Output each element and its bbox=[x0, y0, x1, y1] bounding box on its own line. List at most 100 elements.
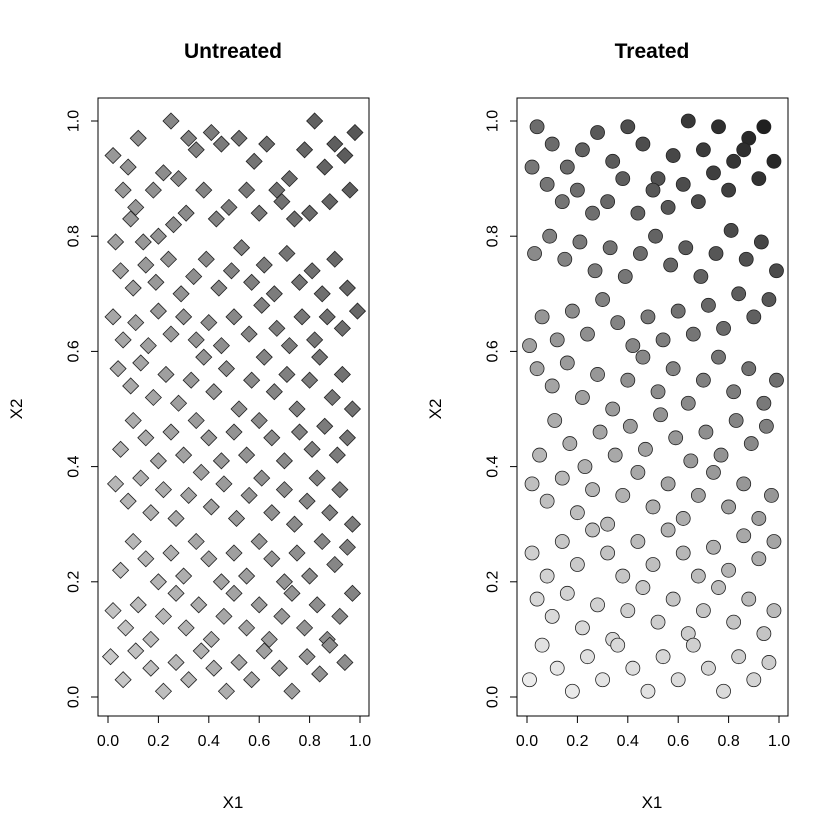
data-point-untreated-192 bbox=[192, 642, 210, 660]
data-point-untreated-129 bbox=[215, 475, 233, 493]
data-point-treated-24 bbox=[645, 182, 661, 198]
data-point-treated-147 bbox=[726, 614, 742, 630]
data-point-treated-130 bbox=[570, 557, 585, 572]
data-point-untreated-174 bbox=[273, 607, 291, 625]
data-point-untreated-125 bbox=[167, 509, 185, 528]
data-point-untreated-149 bbox=[238, 567, 256, 585]
data-point-untreated-80 bbox=[109, 360, 127, 378]
data-point-untreated-61 bbox=[333, 319, 351, 337]
data-point-untreated-26 bbox=[301, 204, 319, 222]
data-point-untreated-56 bbox=[303, 262, 321, 280]
data-point-treated-107 bbox=[630, 464, 646, 480]
data-point-untreated-154 bbox=[175, 567, 193, 585]
data-point-untreated-121 bbox=[119, 492, 137, 510]
data-point-treated-70 bbox=[575, 390, 590, 405]
data-point-untreated-102 bbox=[328, 446, 346, 464]
data-point-treated-145 bbox=[696, 603, 711, 618]
data-point-treated-31 bbox=[539, 176, 555, 192]
data-point-untreated-193 bbox=[180, 671, 198, 689]
data-point-untreated-190 bbox=[217, 682, 236, 700]
data-point-treated-6 bbox=[620, 119, 636, 135]
data-point-untreated-82 bbox=[132, 354, 150, 372]
data-point-untreated-142 bbox=[326, 555, 344, 574]
data-point-treated-106 bbox=[615, 487, 631, 503]
data-point-untreated-75 bbox=[149, 302, 167, 320]
data-point-untreated-124 bbox=[154, 481, 173, 499]
data-point-untreated-164 bbox=[154, 607, 173, 625]
data-point-untreated-66 bbox=[268, 319, 286, 337]
data-point-untreated-159 bbox=[112, 561, 130, 579]
data-point-treated-126 bbox=[630, 534, 646, 549]
data-point-treated-118 bbox=[751, 551, 767, 567]
data-point-untreated-49 bbox=[222, 262, 241, 280]
data-point-treated-85 bbox=[743, 436, 759, 451]
data-point-untreated-5 bbox=[114, 181, 132, 199]
data-point-untreated-195 bbox=[154, 682, 173, 700]
x-tick-label: 0.2 bbox=[566, 733, 588, 750]
data-point-untreated-7 bbox=[144, 181, 162, 199]
data-point-treated-25 bbox=[630, 205, 646, 221]
data-point-untreated-71 bbox=[200, 314, 218, 332]
panel-treated: Treated 0.0 0.2 0.4 0.6 0.8 1.0 0.00.20.40.60… bbox=[426, 40, 790, 812]
x-axis-untreated: 0.0 0.2 0.4 0.6 0.8 1.0 bbox=[97, 715, 371, 750]
data-point-treated-102 bbox=[554, 470, 570, 486]
data-point-treated-50 bbox=[761, 292, 777, 307]
data-point-treated-109 bbox=[660, 476, 676, 492]
data-point-treated-73 bbox=[620, 372, 636, 388]
data-point-untreated-183 bbox=[311, 665, 329, 683]
data-point-treated-141 bbox=[635, 580, 651, 595]
data-point-untreated-112 bbox=[200, 429, 218, 447]
data-point-untreated-99 bbox=[333, 365, 351, 384]
data-point-untreated-86 bbox=[182, 371, 200, 389]
data-point-treated-165 bbox=[549, 660, 565, 676]
data-point-untreated-97 bbox=[311, 348, 329, 366]
data-point-treated-160 bbox=[625, 660, 641, 676]
data-point-treated-28 bbox=[585, 205, 600, 221]
data-point-treated-23 bbox=[660, 199, 676, 215]
data-point-untreated-175 bbox=[283, 584, 301, 602]
data-point-untreated-59 bbox=[338, 279, 356, 297]
data-point-untreated-27 bbox=[285, 210, 304, 228]
data-point-treated-16 bbox=[766, 153, 782, 169]
data-point-untreated-30 bbox=[238, 181, 256, 199]
data-point-untreated-39 bbox=[106, 233, 125, 251]
data-point-treated-59 bbox=[625, 338, 641, 354]
data-point-treated-123 bbox=[675, 545, 691, 561]
data-point-treated-148 bbox=[741, 591, 757, 607]
data-point-untreated-87 bbox=[195, 348, 213, 366]
data-point-untreated-85 bbox=[169, 394, 188, 412]
data-point-treated-35 bbox=[557, 251, 573, 267]
data-point-treated-114 bbox=[736, 476, 752, 492]
data-point-treated-156 bbox=[685, 637, 701, 653]
data-point-untreated-25 bbox=[321, 193, 339, 211]
y-tick-label: 0.6 bbox=[485, 340, 502, 362]
data-point-untreated-145 bbox=[288, 544, 306, 562]
data-point-treated-47 bbox=[738, 251, 754, 267]
data-point-untreated-74 bbox=[162, 325, 180, 343]
data-point-untreated-123 bbox=[142, 504, 160, 522]
data-point-treated-88 bbox=[698, 424, 714, 440]
data-point-treated-65 bbox=[534, 309, 550, 325]
data-point-treated-57 bbox=[655, 332, 671, 348]
x-axis-label-untreated: X1 bbox=[223, 793, 244, 812]
data-point-treated-41 bbox=[648, 228, 663, 244]
x-axis-treated: 0.0 0.2 0.4 0.6 0.8 1.0 bbox=[516, 715, 790, 750]
data-point-untreated-169 bbox=[215, 607, 233, 625]
panel-untreated: Untreated 0.0 0.2 0.4 0.6 0.8 1.0 0.00.20.40.… bbox=[7, 40, 371, 812]
data-point-untreated-153 bbox=[187, 532, 205, 551]
data-point-untreated-168 bbox=[202, 630, 220, 648]
data-point-untreated-83 bbox=[144, 388, 162, 407]
data-point-untreated-141 bbox=[338, 538, 356, 556]
data-point-untreated-166 bbox=[177, 619, 195, 637]
data-point-treated-142 bbox=[650, 614, 666, 630]
data-point-untreated-65 bbox=[280, 337, 299, 355]
data-point-untreated-108 bbox=[250, 411, 268, 430]
data-point-untreated-68 bbox=[240, 325, 258, 343]
y-tick-label: 0.4 bbox=[485, 455, 502, 477]
x-tick-label: 0.6 bbox=[248, 733, 270, 750]
data-point-untreated-63 bbox=[306, 331, 324, 349]
data-point-untreated-106 bbox=[275, 452, 293, 470]
data-point-treated-108 bbox=[645, 499, 661, 515]
data-point-untreated-58 bbox=[326, 250, 344, 268]
data-point-untreated-20 bbox=[316, 158, 334, 176]
